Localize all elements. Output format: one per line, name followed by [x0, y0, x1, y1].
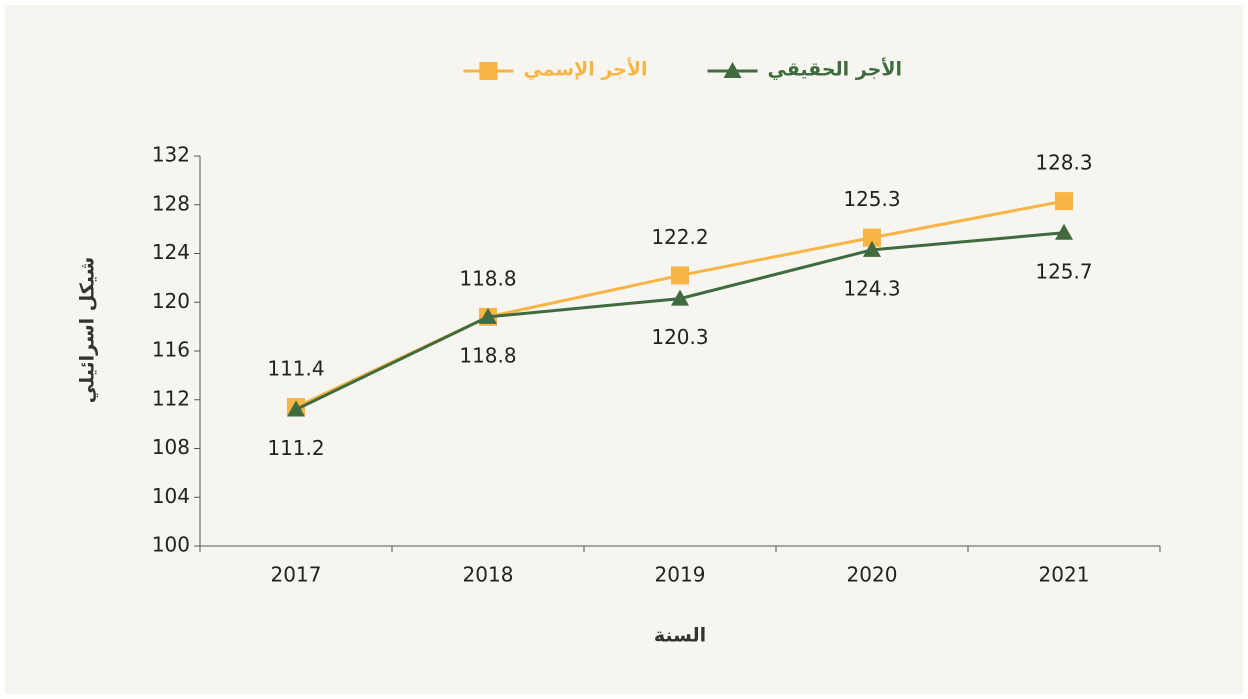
chart-background [5, 5, 1243, 694]
data-label: 125.7 [1035, 259, 1092, 283]
y-tick-label: 112 [152, 386, 190, 410]
legend-marker [479, 62, 498, 80]
data-label: 118.8 [459, 266, 516, 290]
data-label: 125.3 [843, 187, 900, 211]
x-tick-label: 2021 [1039, 563, 1090, 587]
series-marker [287, 400, 305, 417]
y-tick-label: 116 [152, 338, 190, 362]
series-marker [1055, 223, 1073, 240]
y-axis-title: شيكل اسرائيلي [77, 257, 99, 403]
y-tick-label: 128 [152, 191, 190, 215]
legend-marker [723, 62, 742, 78]
data-label: 124.3 [843, 276, 900, 300]
series-marker [479, 307, 497, 324]
series-marker [863, 240, 881, 257]
x-tick-label: 2018 [463, 563, 514, 587]
data-label: 111.2 [267, 436, 324, 460]
x-tick-label: 2019 [655, 563, 706, 587]
series-marker [671, 266, 689, 285]
y-tick-label: 124 [152, 240, 190, 264]
legend-label: الأجر الإسمي [523, 58, 647, 81]
data-label: 120.3 [651, 325, 708, 349]
x-axis-title: السنة [654, 625, 706, 647]
series-marker [863, 228, 881, 247]
y-tick-label: 120 [152, 289, 190, 313]
x-tick-label: 2020 [847, 563, 898, 587]
series-marker [1055, 192, 1073, 211]
data-label: 111.4 [267, 357, 324, 381]
x-tick-label: 2017 [271, 563, 322, 587]
y-tick-label: 132 [152, 143, 190, 167]
data-label: 128.3 [1035, 151, 1092, 175]
legend-label: الأجر الحقيقي [768, 58, 902, 81]
y-tick-label: 100 [152, 533, 190, 557]
series-marker [671, 289, 689, 306]
y-tick-label: 104 [152, 484, 190, 508]
data-label: 122.2 [651, 225, 708, 249]
y-tick-label: 108 [152, 435, 190, 459]
data-label: 118.8 [459, 343, 516, 367]
